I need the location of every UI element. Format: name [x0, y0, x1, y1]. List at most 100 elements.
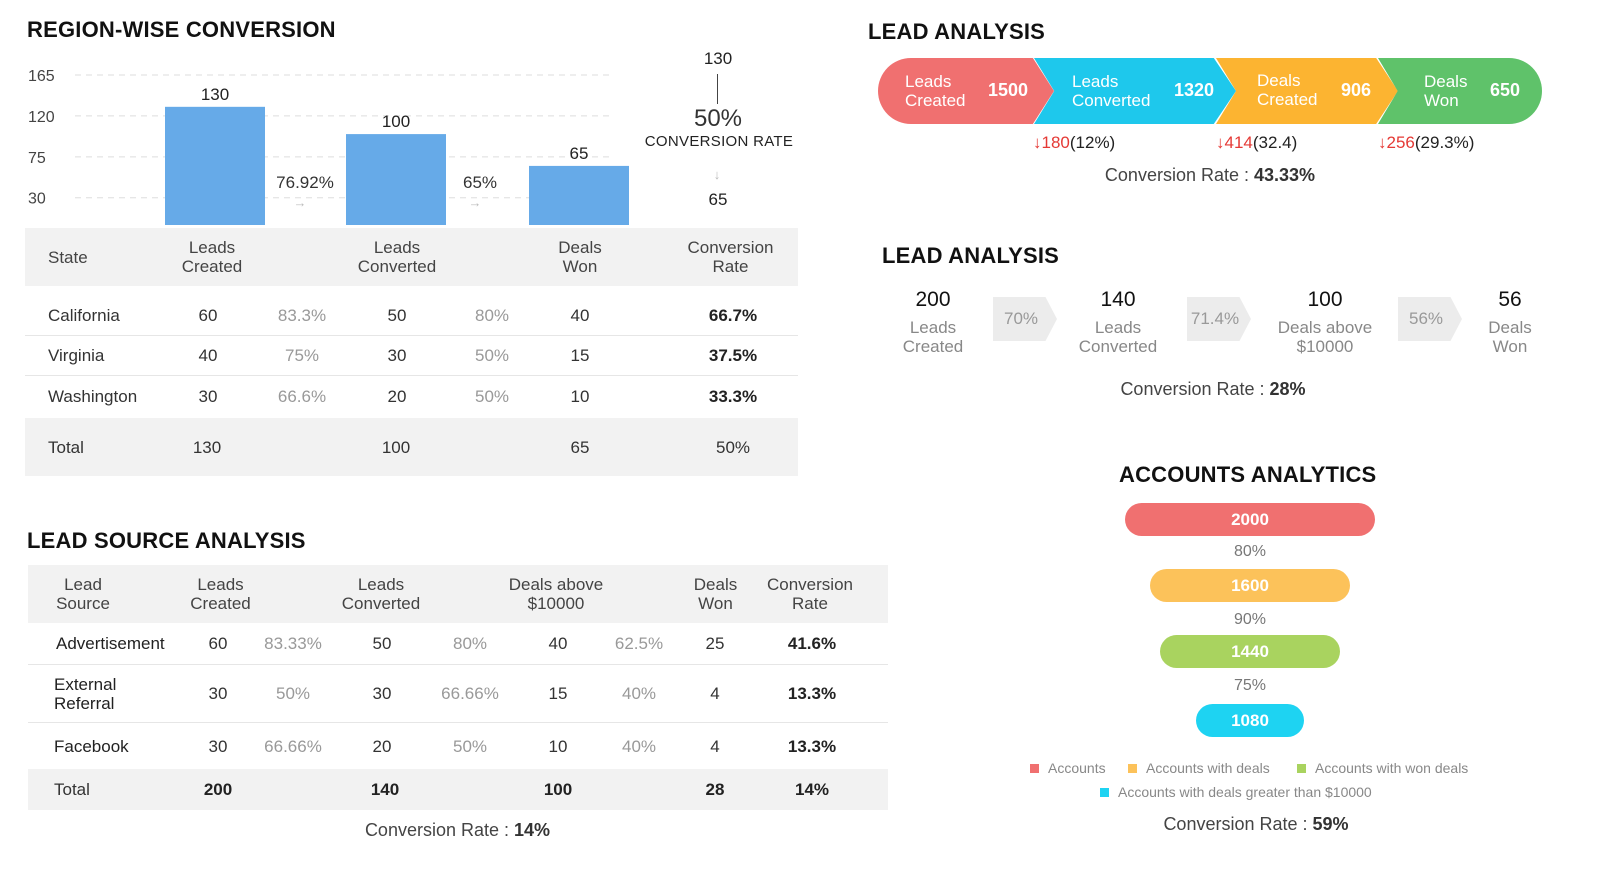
- state-cell: Washington: [48, 386, 138, 406]
- bar-value-label: 65: [570, 144, 589, 163]
- region-side-line: [717, 74, 718, 104]
- rate-cell: 13.3%: [787, 736, 837, 756]
- source-cell: External Referral: [54, 674, 117, 713]
- region-table-header: State Leads Created Leads Converted Deal…: [25, 228, 798, 286]
- region-table: State Leads Created Leads Converted Deal…: [25, 228, 798, 476]
- y-tick-label: 165: [28, 68, 55, 85]
- pct-cell: 83.3%: [277, 306, 327, 325]
- table-row: Advertisement 60 83.33% 50 80% 40 62.5% …: [28, 623, 888, 665]
- col-deals-won: Deals Won: [693, 575, 738, 613]
- table-row: Virginia 40 75% 30 50% 15 37.5%: [25, 336, 798, 376]
- stage-label: Leads Converted: [1072, 72, 1151, 110]
- conversion-label: Conversion Rate :: [1120, 379, 1270, 399]
- bar: [346, 134, 446, 225]
- bar-value-label: 100: [382, 112, 410, 131]
- funnel-rate-label: 90%: [1233, 611, 1267, 628]
- lead2-step-value: 56: [1498, 288, 1522, 311]
- created-cell: 30: [208, 684, 228, 703]
- down-arrow-icon: ↓: [1216, 133, 1225, 152]
- lead1-drop: ↓414(32.4): [1216, 133, 1297, 153]
- rate-cell: 13.3%: [787, 684, 837, 703]
- lead2-step-value: 140: [1100, 288, 1136, 311]
- lead1-stage-leads-converted: Leads Converted 1320: [1034, 58, 1236, 124]
- converted-cell: 50: [387, 306, 407, 325]
- created-cell: 40: [198, 346, 218, 365]
- lead1-drop: ↓256(29.3%): [1378, 133, 1474, 153]
- converted-cell: 30: [372, 684, 392, 703]
- funnel-bar: 1600: [1150, 569, 1350, 602]
- table-row: California 60 83.3% 50 80% 40 66.7%: [25, 296, 798, 336]
- pct-cell: 50%: [452, 736, 488, 756]
- legend-item: Accounts with deals greater than $10000: [1100, 784, 1372, 800]
- col-leads-created: Leads Created: [181, 238, 243, 276]
- legend-swatch: [1297, 763, 1306, 773]
- won-cell: 10: [570, 386, 590, 406]
- lead1-stage-deals-created: Deals Created 906: [1216, 58, 1398, 124]
- col-deals-above: Deals above $10000: [508, 575, 604, 613]
- right-arrow-icon: →: [294, 195, 307, 210]
- drop-value: 414: [1224, 133, 1253, 152]
- step-rate-label: 65%: [463, 173, 497, 192]
- col-state: State: [48, 247, 88, 267]
- region-side-arrow-icon: ↓: [713, 167, 721, 182]
- won-cell: 4: [710, 684, 720, 703]
- col-conversion-rate: Conversion Rate: [687, 238, 774, 276]
- funnel-bar: 2000: [1125, 503, 1375, 536]
- above-cell: 15: [548, 684, 568, 703]
- legend-swatch: [1030, 763, 1039, 773]
- created-cell: 30: [198, 386, 218, 406]
- pct-cell: 50%: [275, 684, 311, 703]
- lead2-rate-arrow: 71.4%: [1187, 297, 1251, 341]
- source-cell: Facebook: [54, 736, 129, 756]
- converted-cell: 30: [387, 346, 407, 365]
- col-lead-source: Lead Source: [56, 575, 110, 613]
- won-cell: 40: [570, 306, 590, 325]
- bar-value-label: 130: [201, 85, 229, 104]
- table-row: External Referral 30 50% 30 66.66% 15 40…: [28, 665, 888, 723]
- state-cell: Virginia: [48, 346, 105, 365]
- pct-cell: 80%: [474, 306, 510, 325]
- conversion-label: Conversion Rate :: [1104, 165, 1254, 185]
- step-rate-label: 76.92%: [276, 173, 334, 192]
- legend-label: Accounts: [1048, 760, 1106, 776]
- funnel-rate-label: 75%: [1233, 677, 1267, 694]
- rate-cell: 66.7%: [708, 306, 758, 325]
- pct-cell: 62.5%: [614, 634, 664, 653]
- pct-cell: 40%: [621, 736, 657, 756]
- above-cell: 10: [548, 736, 568, 756]
- conversion-value: 43.33%: [1254, 165, 1316, 185]
- converted-cell: 50: [372, 634, 392, 653]
- legend-label: Accounts with deals: [1146, 760, 1270, 776]
- total-created: 130: [192, 437, 222, 457]
- state-cell: California: [48, 306, 120, 325]
- conversion-value: 59%: [1312, 814, 1349, 834]
- table-row: Facebook 30 66.66% 20 50% 10 40% 4 13.3%: [28, 725, 888, 767]
- funnel-bar: 1440: [1160, 635, 1340, 668]
- lead2-conversion-rate: Conversion Rate : 28%: [1053, 379, 1373, 400]
- pct-cell: 66.66%: [441, 684, 499, 703]
- lead1-conversion-rate: Conversion Rate : 43.33%: [1050, 165, 1370, 186]
- conversion-value: 28%: [1269, 379, 1306, 399]
- above-cell: 40: [548, 634, 568, 653]
- created-cell: 60: [198, 306, 218, 325]
- converted-cell: 20: [372, 736, 392, 756]
- source-conversion-rate: Conversion Rate : 14%: [300, 820, 615, 841]
- total-row: Total 200 140 100 28 14%: [28, 769, 888, 810]
- stage-value: 1500: [988, 80, 1029, 100]
- drop-pct: (12%): [1069, 133, 1116, 152]
- pct-cell: 83.33%: [264, 634, 322, 653]
- col-deals-won: Deals Won: [558, 238, 602, 276]
- legend-item: Accounts with deals: [1128, 760, 1270, 776]
- total-row: Total 130 100 65 50%: [25, 418, 798, 476]
- rate-cell: 33.3%: [708, 386, 758, 406]
- lead2-step-label: Leads Converted: [1078, 318, 1158, 356]
- region-title: REGION-WISE CONVERSION: [27, 17, 336, 42]
- stage-value: 650: [1490, 80, 1521, 100]
- region-side-caption: CONVERSION RATE: [644, 133, 794, 150]
- y-tick-label: 30: [28, 191, 46, 208]
- legend-item: Accounts with won deals: [1297, 760, 1468, 776]
- lead2-step-label: Deals above $10000: [1277, 318, 1373, 356]
- total-rate: 50%: [715, 437, 751, 457]
- stage-label: Deals Won: [1424, 72, 1468, 110]
- converted-cell: 20: [387, 386, 407, 406]
